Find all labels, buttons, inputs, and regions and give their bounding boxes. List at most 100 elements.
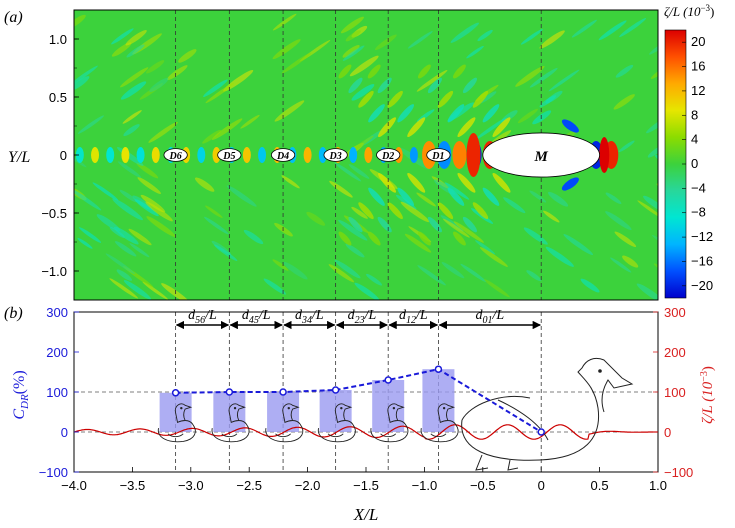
wave-streak [114, 241, 137, 257]
wave-streak [146, 216, 176, 237]
wave-streak [460, 263, 487, 283]
wave-arm [368, 104, 385, 123]
wave-arm [437, 202, 454, 220]
wave-streak [637, 200, 658, 219]
panel-b: (b) d56/L d45/L d34/L d23/L d12/L d01/L −100 0… [4, 305, 716, 524]
mother-duck-eye [598, 369, 602, 373]
x-axis-label: X/L [353, 505, 379, 524]
duckling-5-eye [392, 406, 396, 410]
wave-streak [345, 30, 361, 42]
left-y-ticks: −100 0 100 200 300 [39, 305, 79, 480]
shoulder-wave [561, 177, 579, 191]
colorbar-title-close: ) [710, 4, 714, 19]
wave-streak [92, 182, 119, 201]
wave-streak [520, 28, 543, 45]
colorbar-tick-label: 0 [691, 156, 698, 171]
wave-streak [563, 234, 594, 256]
wave-streak [178, 49, 197, 63]
wave-arm [358, 90, 374, 108]
wave-streak [272, 13, 297, 31]
separation-label: d12/L [399, 308, 428, 326]
wave-streak [479, 91, 497, 104]
x-tick-label: −2.0 [295, 478, 321, 493]
wave-streak [123, 124, 140, 137]
y-tick-label-a: 0 [60, 148, 67, 163]
x-tick-label: −1.0 [412, 478, 438, 493]
wake-blob [303, 147, 312, 163]
y-tick-label-a: 1.0 [49, 32, 67, 47]
wave-arm [453, 64, 466, 79]
data-point [279, 388, 287, 396]
wave-streak [417, 265, 446, 286]
wave-streak [450, 22, 480, 43]
wave-streak [122, 110, 142, 124]
wave-streak [622, 255, 639, 268]
wave-streak [113, 226, 139, 245]
wave-streak [203, 79, 228, 97]
wave-arm [482, 187, 500, 206]
bodies: M D1 D2 D3 D4 D5 D6 [163, 132, 601, 178]
wave-streak [529, 190, 547, 203]
wave-streak [503, 197, 526, 214]
wave-arm [407, 172, 426, 193]
separation-label: d45/L [242, 308, 271, 326]
wave-streak [466, 45, 484, 59]
left-y-axis-label: CDR(%) [11, 370, 31, 419]
wave-streak [120, 81, 147, 100]
duckling-4-body [317, 403, 356, 443]
wave-arm [492, 117, 511, 138]
separation-label: d01/L [475, 308, 504, 326]
wave-streak [109, 226, 125, 238]
wave-streak [539, 30, 565, 49]
wave-streak [140, 194, 166, 213]
right-y-tick-label: 100 [664, 385, 686, 400]
body-label: M [534, 149, 549, 165]
separation-label: d23/L [348, 308, 377, 326]
wave-streak [205, 205, 223, 219]
separation-label: d34/L [295, 308, 324, 326]
wave-streak [74, 188, 102, 211]
wave-streak [202, 129, 222, 144]
wave-arm [457, 117, 476, 138]
wave-streak [119, 189, 137, 203]
wave-arm [447, 104, 465, 123]
wave-arm [338, 231, 352, 246]
data-point [225, 388, 234, 396]
colorbar-tick-label: −20 [691, 278, 713, 293]
wave-arm [397, 187, 415, 206]
panel-b-plot [74, 312, 658, 472]
duckling-3-wing [275, 433, 291, 438]
wave-streak [349, 55, 379, 77]
wake-blob [242, 147, 251, 163]
wave-arm [437, 90, 454, 108]
wave-streak [109, 278, 138, 299]
wave-streak [649, 36, 658, 55]
colorbar-title: ζ/L (10−3) [664, 3, 714, 19]
y-tick-label-a: −1.0 [41, 264, 67, 279]
wave-arm [417, 231, 431, 246]
bar [422, 369, 455, 432]
data-point [171, 389, 180, 397]
wake-blob [106, 147, 115, 163]
wave-arm [472, 90, 489, 108]
wake-blob [212, 147, 221, 163]
wave-streak [345, 243, 365, 258]
duckling-6-wing [430, 433, 447, 438]
wave-streak [619, 18, 647, 38]
wave-streak [636, 283, 658, 300]
wave-streak [116, 269, 133, 281]
duck-silhouettes [157, 357, 634, 471]
wave-streak [340, 16, 364, 34]
wake-blob [364, 147, 373, 163]
wave-streak [618, 140, 635, 153]
wave-arm [378, 172, 397, 193]
panel-a: (a) M D1 D2 D3 D4 D5 D6 −1.0 −0.5 0 0.5 1.0 Y/L 20… [4, 3, 714, 301]
wave-streak [283, 261, 308, 280]
wave-streak [123, 280, 152, 300]
wave-streak [74, 65, 98, 85]
wave-streak [125, 30, 147, 46]
wave-streak [334, 259, 361, 279]
mother-duck-outline [461, 357, 634, 461]
wave-streak [117, 161, 142, 178]
body-d3 [323, 148, 348, 162]
